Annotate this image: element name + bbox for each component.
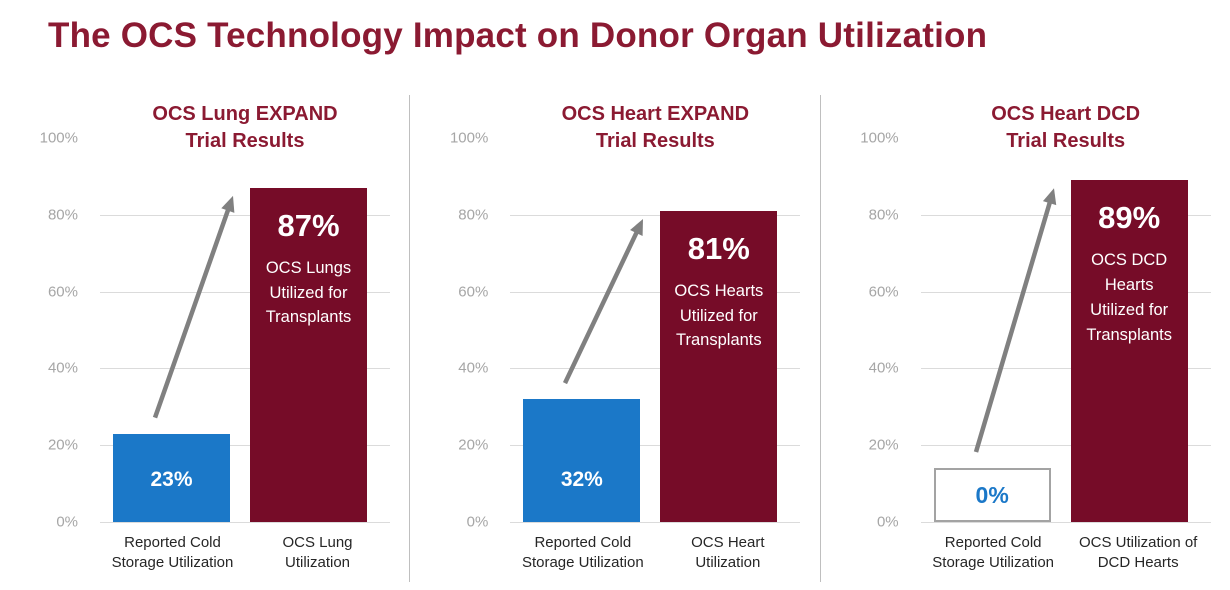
bar-ocs-utilization: 89% OCS DCD Hearts Utilized for Transpla… [1070, 180, 1188, 522]
bar-annotation: OCS Lungs Utilized for Transplants [265, 258, 352, 327]
chart-panel-heart-dcd: OCS Heart DCD Trial Results 100% 80% 60%… [821, 95, 1230, 590]
increase-arrow-icon [152, 195, 235, 419]
bar-value-label: 32% [560, 468, 603, 491]
bar-cold-storage-utilization: 32% [523, 399, 641, 522]
bar-annotation: OCS Hearts Utilized for Transplants [674, 281, 764, 350]
gridline [920, 522, 1211, 523]
plot-area: 0% 89% OCS DCD Hearts Utilized for Trans… [920, 138, 1211, 523]
plot-area: 23% 87% OCS Lungs Utilized for Transplan… [100, 138, 390, 523]
panel-title: OCS Lung EXPAND Trial Results [152, 103, 338, 152]
gridline [510, 291, 801, 293]
bar-value-label: 81% [687, 230, 750, 266]
gridline [510, 368, 801, 370]
bar-value-label: 23% [150, 468, 193, 491]
bar-content: 89% OCS DCD Hearts Utilized for Transpla… [1071, 200, 1188, 347]
bar-ocs-utilization: 81% OCS Hearts Utilized for Transplants [660, 210, 778, 522]
bar-cold-storage-utilization: 0% [933, 468, 1051, 522]
gridline [920, 291, 1211, 293]
y-axis-tick: 40% [47, 359, 78, 377]
plot-area: 32% 81% OCS Hearts Utilized for Transpla… [510, 138, 801, 523]
increase-arrow-icon [973, 188, 1056, 453]
y-axis-tick: 60% [868, 283, 899, 301]
gridline [920, 368, 1211, 370]
panel-title: OCS Heart EXPAND Trial Results [561, 103, 750, 152]
category-label-ocs: OCS Lung Utilization [282, 534, 353, 572]
y-axis-tick: 0% [876, 513, 899, 531]
bar-cold-storage-utilization: 23% [113, 433, 230, 522]
gridline [510, 445, 801, 447]
y-axis-tick: 20% [458, 436, 489, 454]
category-labels: Reported Cold Storage Utilization OCS Ut… [921, 533, 1211, 574]
gridline [510, 214, 801, 216]
chart-panels: OCS Lung EXPAND Trial Results 100% 80% 6… [0, 95, 1230, 590]
y-axis-tick: 0% [466, 513, 489, 531]
y-axis-tick: 100% [39, 129, 78, 147]
y-axis-tick: 40% [868, 359, 899, 377]
bar-value-label: 89% [1098, 200, 1161, 236]
panel-divider [409, 95, 411, 582]
y-axis-tick: 60% [47, 283, 78, 301]
gridline [100, 291, 390, 293]
y-axis: 100% 80% 60% 40% 20% 0% [821, 130, 911, 531]
category-label-cold-storage: Reported Cold Storage Utilization [521, 534, 644, 572]
y-axis: 100% 80% 60% 40% 20% 0% [410, 130, 500, 531]
category-label-ocs: OCS Utilization of DCD Hearts [1078, 534, 1198, 572]
category-labels: Reported Cold Storage Utilization OCS Lu… [100, 533, 390, 574]
chart-panel-heart-expand: OCS Heart EXPAND Trial Results 100% 80% … [410, 95, 819, 590]
y-axis-tick: 0% [56, 513, 78, 531]
gridline [100, 522, 390, 523]
y-axis-tick: 20% [47, 436, 78, 454]
page-title: The OCS Technology Impact on Donor Organ… [48, 16, 988, 55]
bar-ocs-utilization: 87% OCS Lungs Utilized for Transplants [250, 187, 367, 522]
gridline [100, 368, 390, 370]
panel-divider [819, 95, 821, 582]
y-axis-tick: 80% [47, 206, 78, 224]
y-axis-tick: 40% [458, 359, 489, 377]
gridline [920, 214, 1211, 216]
y-axis-tick: 80% [458, 206, 489, 224]
gridline [100, 445, 390, 447]
y-axis-tick: 80% [868, 206, 899, 224]
bar-value-label: 87% [277, 207, 340, 243]
y-axis: 100% 80% 60% 40% 20% 0% [0, 130, 90, 531]
bar-content: 81% OCS Hearts Utilized for Transplants [660, 231, 777, 353]
category-label-cold-storage: Reported Cold Storage Utilization [932, 534, 1055, 572]
panel-title: OCS Heart DCD Trial Results [991, 103, 1141, 152]
chart-panel-lung-expand: OCS Lung EXPAND Trial Results 100% 80% 6… [0, 95, 409, 590]
bar-content: 87% OCS Lungs Utilized for Transplants [250, 208, 367, 330]
gridline [100, 214, 390, 216]
gridline [510, 522, 801, 523]
bar-value-label: 0% [975, 481, 1009, 508]
category-label-ocs: OCS Heart Utilization [691, 534, 765, 572]
category-label-cold-storage: Reported Cold Storage Utilization [111, 534, 234, 572]
increase-arrow-icon [563, 218, 644, 385]
gridline [920, 445, 1211, 447]
y-axis-tick: 60% [458, 283, 489, 301]
y-axis-tick: 100% [860, 129, 899, 147]
bar-annotation: OCS DCD Hearts Utilized for Transplants [1086, 251, 1172, 344]
y-axis-tick: 100% [449, 129, 489, 147]
category-labels: Reported Cold Storage Utilization OCS He… [510, 533, 800, 574]
y-axis-tick: 20% [868, 436, 899, 454]
